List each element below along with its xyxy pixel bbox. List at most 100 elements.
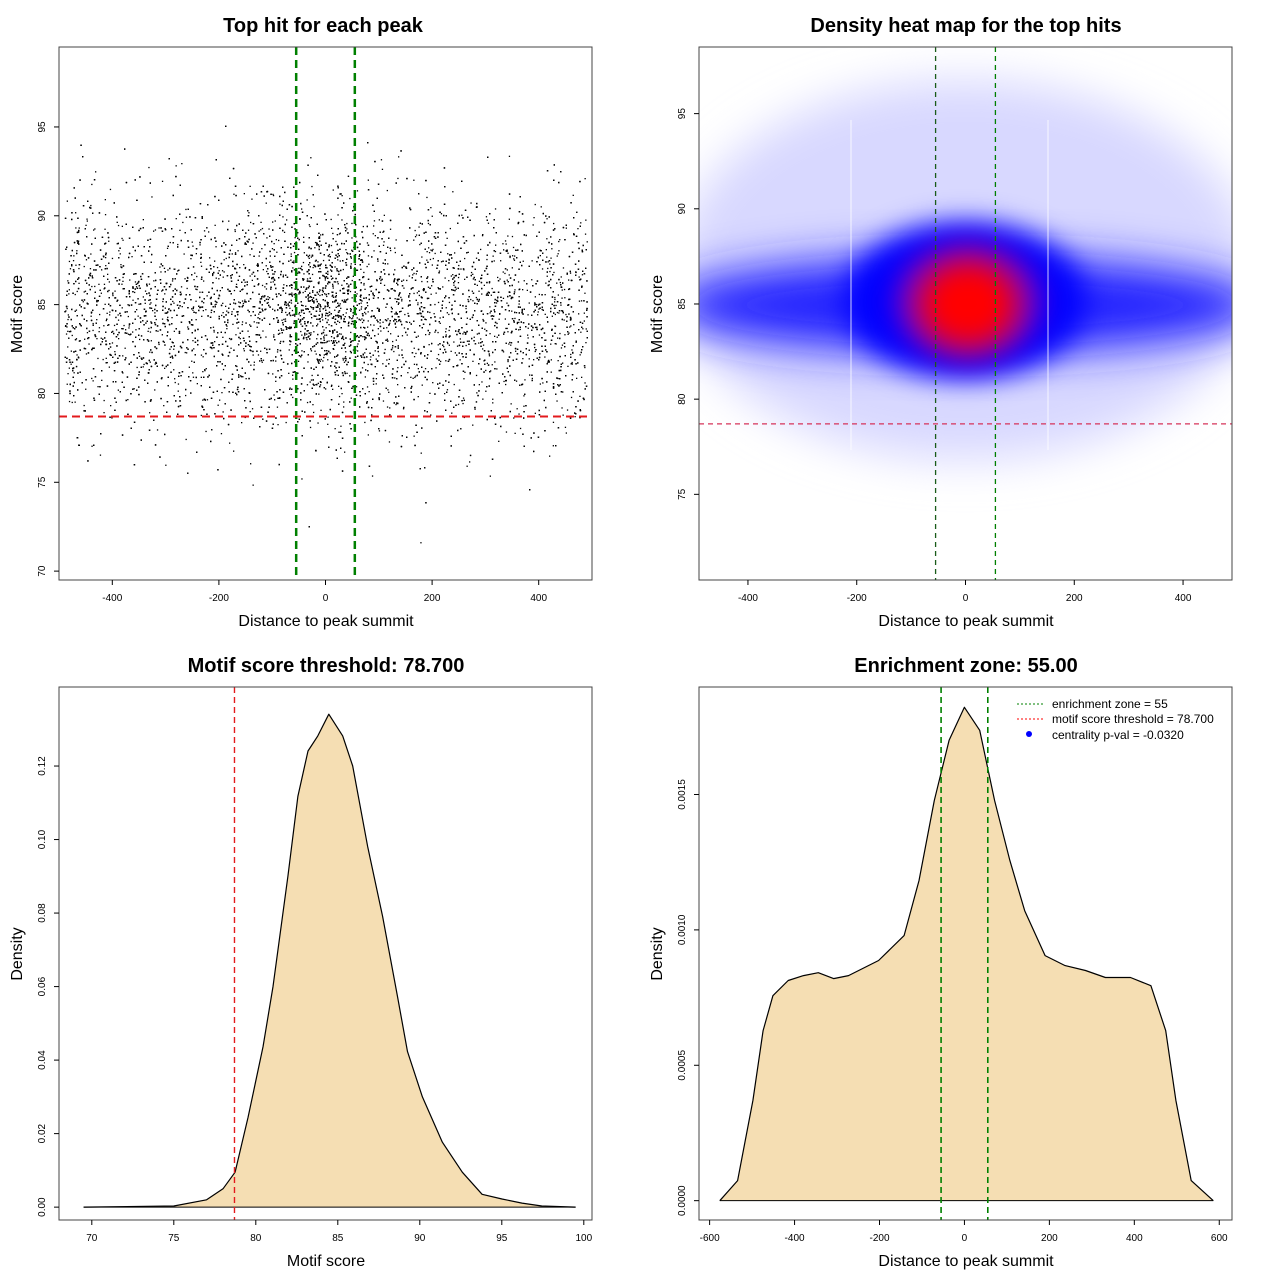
scatter-point — [164, 312, 166, 314]
scatter-point — [267, 296, 269, 298]
scatter-point — [165, 464, 167, 466]
scatter-point — [554, 325, 556, 327]
scatter-point — [414, 229, 416, 232]
scatter-point — [347, 298, 349, 300]
scatter-point — [497, 276, 499, 279]
scatter-point — [325, 341, 327, 344]
scatter-point — [511, 267, 513, 269]
scatter-point — [360, 371, 362, 373]
scatter-point — [150, 340, 152, 342]
scatter-point — [370, 356, 372, 358]
scatter-point — [75, 309, 78, 311]
scatter-point — [518, 413, 520, 415]
scatter-point — [583, 312, 585, 314]
scatter-point — [252, 242, 254, 244]
scatter-point — [291, 295, 293, 297]
scatter-point — [192, 309, 194, 311]
scatter-point — [78, 340, 80, 342]
scatter-point — [334, 428, 336, 430]
scatter-point — [256, 322, 258, 324]
scatter-point — [260, 221, 262, 223]
scatter-point — [200, 354, 203, 356]
scatter-point — [504, 240, 507, 242]
scatter-point — [124, 347, 126, 349]
scatter-point — [366, 386, 369, 388]
scatter-point — [364, 421, 366, 424]
scatter-point — [400, 310, 402, 312]
scatter-point — [434, 331, 436, 333]
scatter-point — [338, 333, 341, 335]
scatter-point — [301, 208, 303, 210]
scatter-point — [481, 235, 484, 237]
scatter-point — [559, 281, 561, 284]
scatter-point — [129, 279, 131, 281]
scatter-point — [298, 313, 300, 315]
scatter-point — [122, 280, 124, 282]
scatter-point — [309, 225, 311, 228]
scatter-point — [526, 289, 528, 291]
scatter-point — [544, 313, 546, 315]
scatter-point — [276, 251, 278, 253]
scatter-point — [506, 269, 508, 271]
scatter-points — [64, 125, 588, 544]
scatter-point — [388, 358, 390, 360]
scatter-point — [454, 252, 456, 254]
scatter-point — [546, 275, 548, 277]
scatter-point — [215, 301, 217, 303]
scatter-point — [489, 333, 491, 335]
scatter-point — [480, 338, 482, 340]
scatter-point — [335, 306, 337, 308]
scatter-point — [547, 267, 549, 270]
scatter-point — [115, 329, 118, 331]
scatter-point — [389, 228, 392, 230]
scatter-point — [393, 289, 395, 291]
scatter-point — [100, 337, 102, 339]
scatter-point — [88, 343, 90, 345]
scatter-point — [571, 361, 573, 364]
scatter-point — [104, 303, 106, 305]
scatter-point — [266, 237, 268, 239]
scatter-point — [173, 369, 175, 371]
scatter-point — [344, 316, 346, 318]
scatter-point — [71, 401, 73, 404]
scatter-point — [133, 388, 135, 390]
scatter-point — [201, 315, 203, 317]
scatter-point — [260, 229, 262, 231]
scatter-point — [241, 300, 244, 302]
scatter-point — [373, 324, 375, 326]
scatter-point — [476, 392, 478, 394]
scatter-point — [317, 422, 319, 424]
scatter-point — [317, 306, 319, 308]
scatter-point — [356, 269, 359, 271]
scatter-point — [310, 333, 312, 336]
scatter-point — [312, 308, 314, 310]
scatter-point — [73, 372, 75, 374]
scatter-point — [212, 326, 215, 328]
scatter-point — [231, 311, 233, 313]
scatter-point — [522, 260, 524, 262]
scatter-point — [265, 336, 267, 338]
scatter-point — [350, 263, 352, 265]
scatter-point — [263, 296, 265, 298]
scatter-point — [97, 357, 99, 360]
scatter-point — [79, 324, 82, 326]
scatter-point — [213, 331, 215, 333]
scatter-point — [338, 431, 340, 433]
scatter-point — [260, 350, 262, 352]
scatter-point — [355, 386, 358, 388]
scatter-point — [466, 317, 468, 319]
scatter-point — [366, 242, 369, 244]
scatter-point — [545, 282, 547, 284]
scatter-point — [325, 327, 327, 329]
scatter-point — [547, 361, 549, 363]
scatter-point — [148, 283, 151, 285]
scatter-point — [192, 372, 194, 374]
scatter-point — [346, 222, 348, 225]
scatter-point — [414, 375, 417, 377]
scatter-point — [346, 252, 348, 254]
scatter-point — [298, 271, 300, 273]
scatter-point — [478, 280, 481, 282]
scatter-point — [267, 301, 269, 304]
scatter-point — [281, 319, 283, 321]
